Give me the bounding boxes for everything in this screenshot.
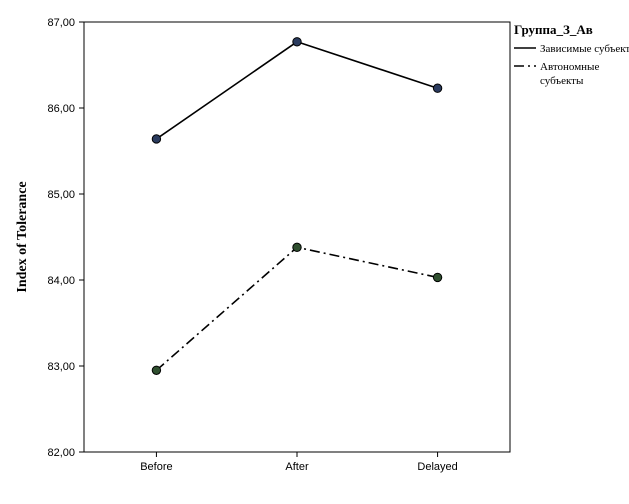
y-tick-label: 82,00: [47, 447, 75, 459]
y-tick-label: 84,00: [47, 275, 75, 287]
legend-item-label: субъекты: [540, 75, 584, 87]
y-tick-label: 86,00: [47, 103, 75, 115]
series-marker: [293, 243, 301, 251]
x-tick-label: Before: [140, 461, 172, 473]
series-marker: [293, 38, 301, 46]
x-tick-label: Delayed: [417, 461, 457, 473]
series-marker: [433, 273, 441, 281]
legend-item-label: Автономные: [540, 61, 599, 73]
y-axis-label: Index of Tolerance: [15, 181, 30, 292]
x-tick-label: After: [285, 461, 309, 473]
series-marker: [433, 84, 441, 92]
series-marker: [152, 135, 160, 143]
legend-title: Группа_З_Ав: [514, 22, 593, 37]
series-marker: [152, 366, 160, 374]
y-tick-label: 87,00: [47, 17, 75, 29]
y-tick-label: 83,00: [47, 361, 75, 373]
tolerance-chart: 82,00 83,00 84,00 85,00 86,00 87,00 Before Afte…: [0, 0, 629, 504]
legend-item-label: Зависимые субъекты: [540, 43, 629, 55]
y-tick-label: 85,00: [47, 189, 75, 201]
